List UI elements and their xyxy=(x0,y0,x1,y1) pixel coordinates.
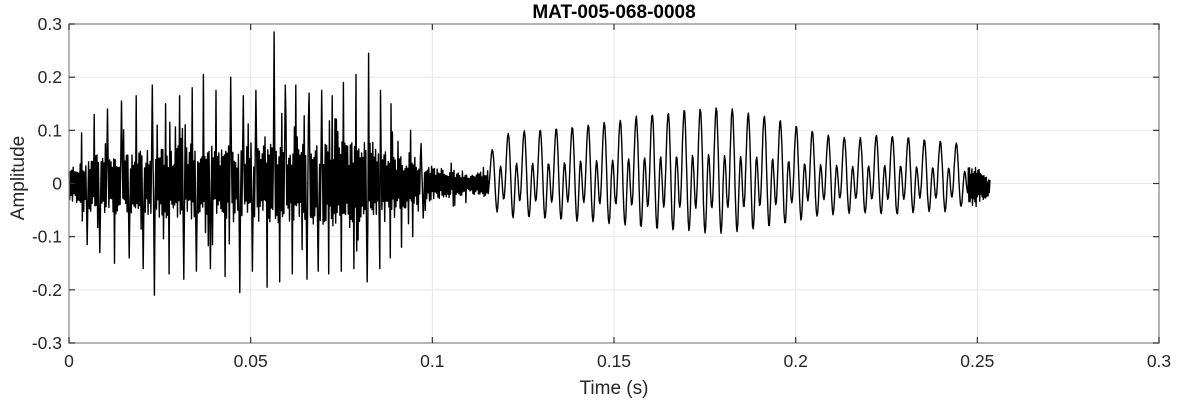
y-tick-label: -0.1 xyxy=(32,227,62,247)
y-tick-label: -0.3 xyxy=(32,333,62,353)
y-tick-label: 0.1 xyxy=(38,120,62,140)
y-axis-label: Amplitude xyxy=(8,136,29,221)
x-tick-label: 0.1 xyxy=(420,351,444,371)
x-tick-label: 0.3 xyxy=(1147,351,1171,371)
tick-label-layer: 0 0.05 0.1 0.15 0.2 0.25 0.3 -0.3 -0.2 -0.1 0 0.1 0.… xyxy=(32,14,1171,371)
waveform-layer xyxy=(68,31,991,296)
waveform-trace xyxy=(68,31,991,296)
y-tick-label: 0.2 xyxy=(38,67,62,87)
x-tick-label: 0.15 xyxy=(597,351,631,371)
x-axis-label: Time (s) xyxy=(580,378,649,399)
y-tick-label: 0 xyxy=(52,174,62,194)
axis-box-and-ticks xyxy=(68,23,1160,344)
y-tick-label: -0.2 xyxy=(32,280,62,300)
x-tick-label: 0 xyxy=(64,351,74,371)
chart-title: MAT-005-068-0008 xyxy=(532,2,695,23)
x-tick-label: 0.2 xyxy=(784,351,808,371)
y-tick-label: 0.3 xyxy=(38,14,62,34)
x-tick-label: 0.05 xyxy=(234,351,268,371)
x-tick-label: 0.25 xyxy=(960,351,994,371)
